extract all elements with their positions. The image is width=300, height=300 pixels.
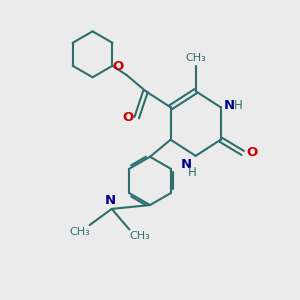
Text: O: O	[113, 60, 124, 73]
Text: O: O	[246, 146, 257, 159]
Text: N: N	[224, 99, 235, 112]
Text: N: N	[181, 158, 192, 171]
Text: CH₃: CH₃	[129, 231, 150, 241]
Text: H: H	[188, 166, 197, 179]
Text: CH₃: CH₃	[69, 226, 90, 237]
Text: H: H	[234, 99, 243, 112]
Text: N: N	[105, 194, 116, 207]
Text: O: O	[122, 111, 133, 124]
Text: CH₃: CH₃	[185, 52, 206, 62]
